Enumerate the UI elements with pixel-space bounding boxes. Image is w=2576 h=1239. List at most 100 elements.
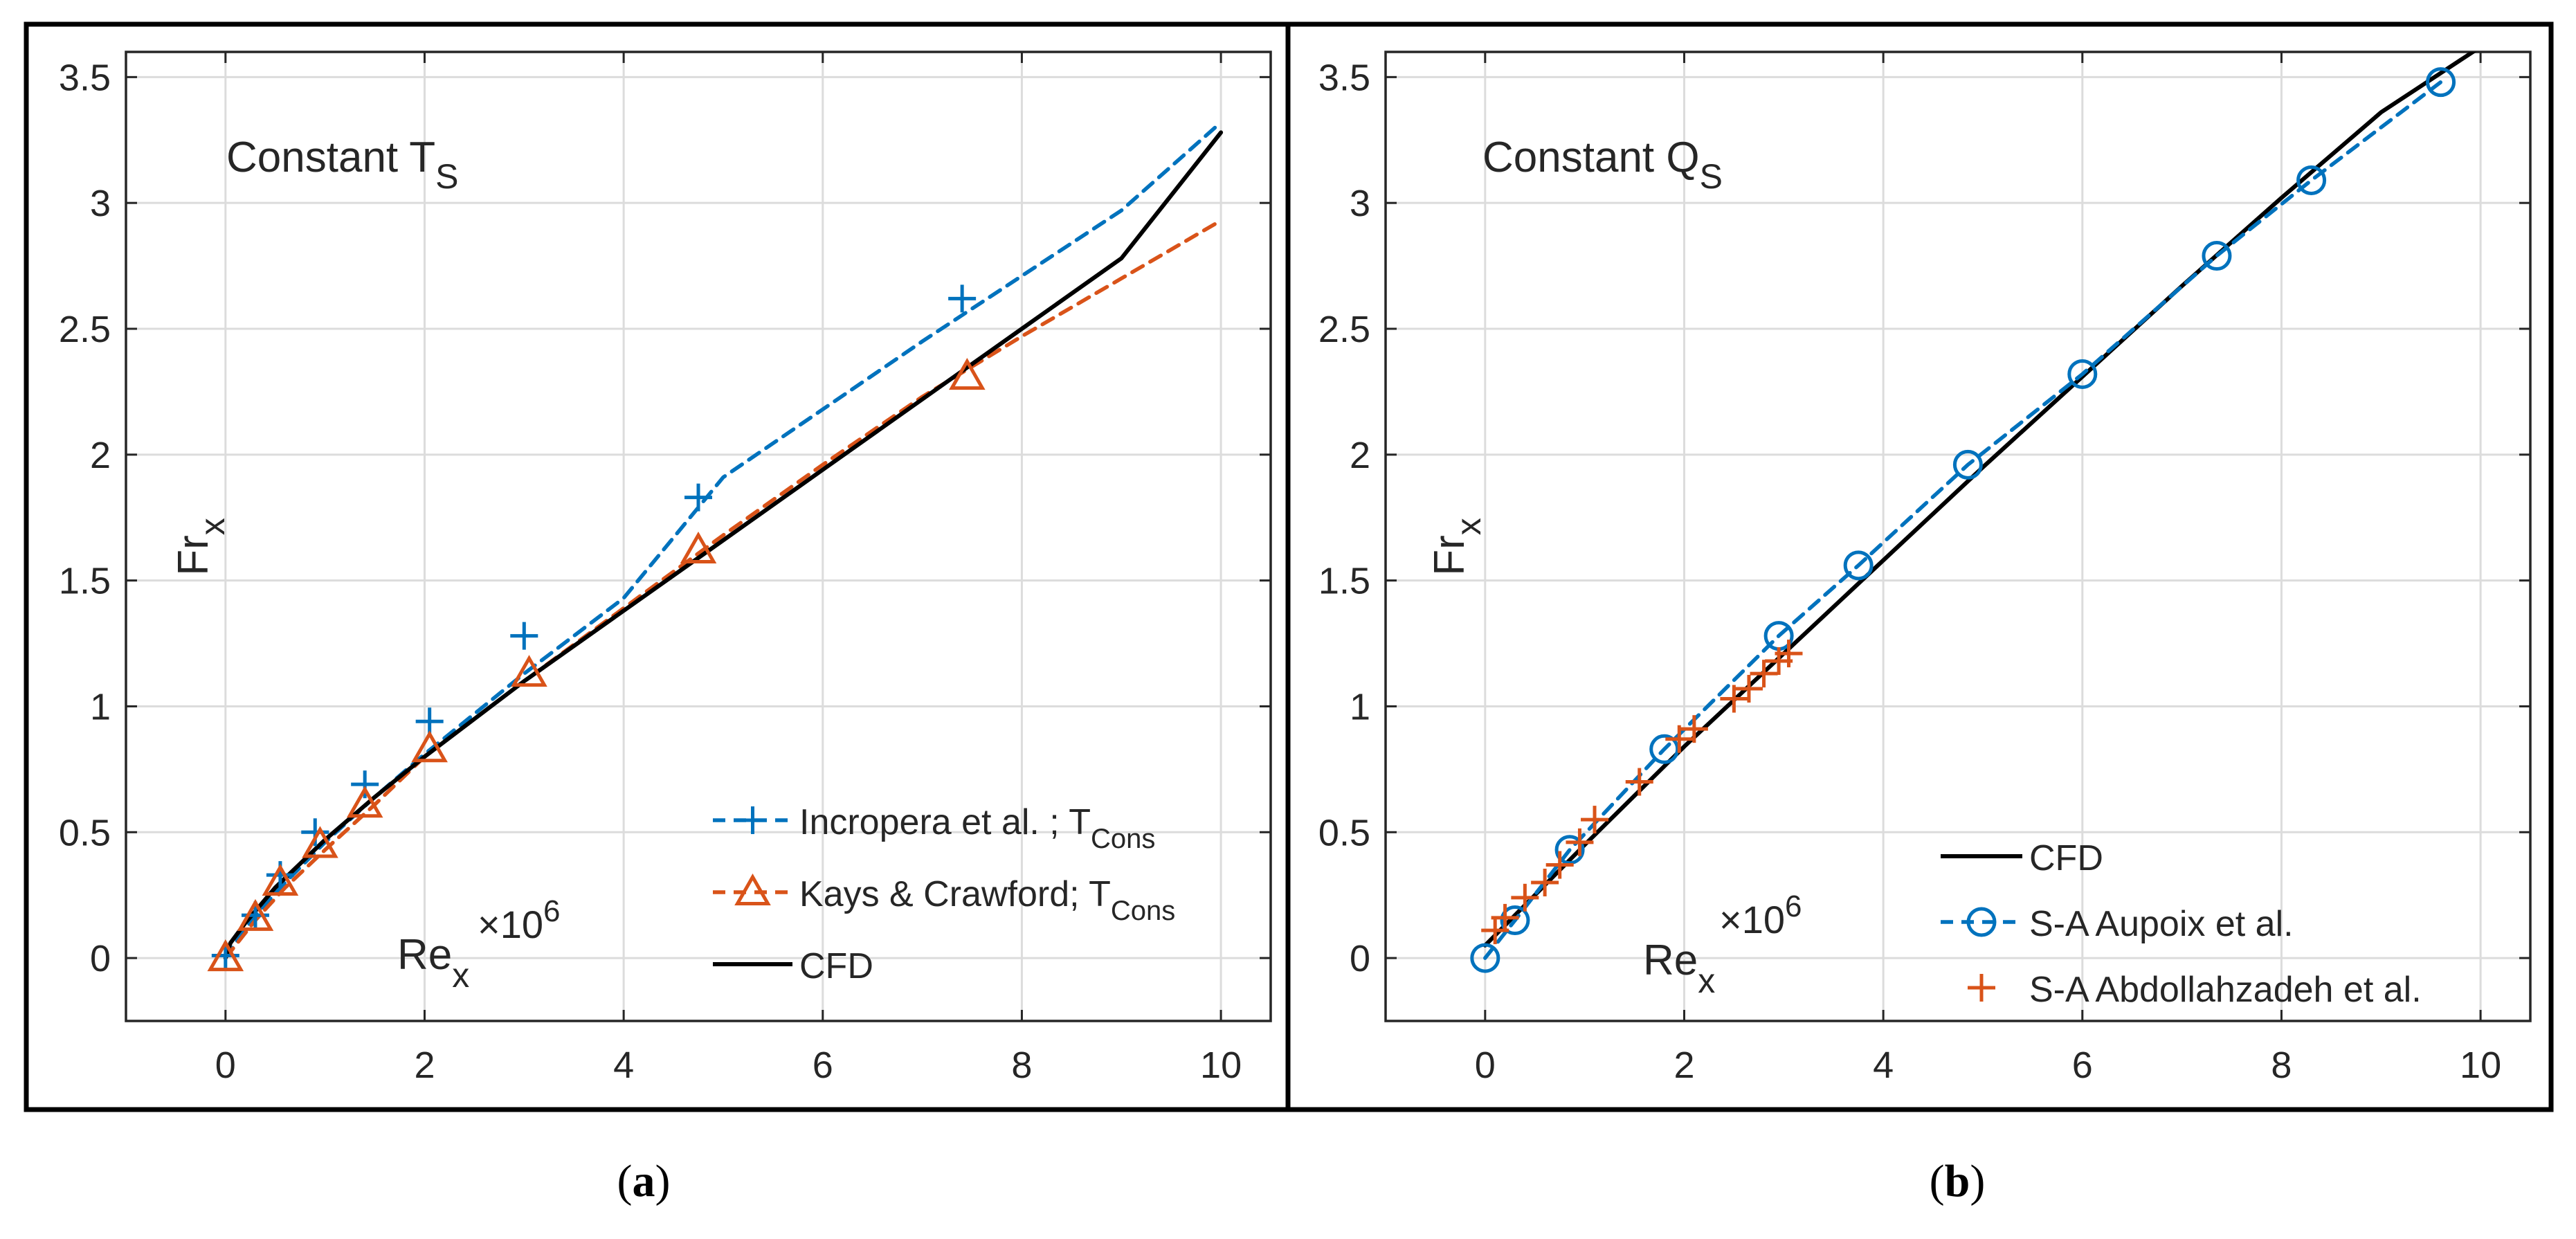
y-tick-label: 2.5 <box>59 309 111 350</box>
legend-label-cfd: CFD <box>2029 838 2103 878</box>
data-point-kays-crawford-t-cons <box>302 826 338 858</box>
legend-label-sub: Cons <box>1111 896 1175 926</box>
x-tick-label: 6 <box>2072 1044 2093 1086</box>
x-axis-multiplier: ×106 <box>478 894 560 946</box>
y-axis-label-main: Fr <box>170 535 217 576</box>
data-point-s-a-aupoix-et-al <box>2426 67 2456 98</box>
data-point-s-a-abdollahzadeh-et-al <box>1581 806 1609 834</box>
y-tick-label: 2 <box>90 435 111 476</box>
plot-area <box>1386 52 2530 1021</box>
data-point-s-a-abdollahzadeh-et-al <box>1680 715 1708 743</box>
legend-label-kays-crawford-t-cons: Kays & Crawford; TCons <box>799 874 1175 926</box>
y-tick-label: 0.5 <box>1318 812 1370 853</box>
x-tick-label: 4 <box>1873 1044 1894 1086</box>
y-tick-label: 0 <box>1350 938 1370 979</box>
x-tick-label: 8 <box>1011 1044 1032 1086</box>
legend-label-incropera-et-al-t-cons: Incropera et al. ; TCons <box>799 802 1155 854</box>
y-axis-label: Frx <box>170 518 232 576</box>
x-axis-label-sub: x <box>452 956 469 995</box>
x-axis-label-sub: x <box>1698 961 1715 1000</box>
data-point-kays-crawford-t-cons <box>346 786 383 818</box>
data-point-s-a-aupoix-et-al <box>1470 943 1500 973</box>
chart-title-main: Constant T <box>226 134 435 181</box>
x-tick-label: 0 <box>1475 1044 1496 1086</box>
x-tick-label: 2 <box>414 1044 435 1086</box>
legend-label-main: S-A Aupoix et al. <box>2029 904 2294 944</box>
data-point-s-a-abdollahzadeh-et-al <box>1511 883 1539 912</box>
x-axis-label: Rex <box>397 931 469 995</box>
x-axis-multiplier-main: ×10 <box>1719 898 1785 941</box>
data-point-s-a-aupoix-et-al <box>1843 550 1874 581</box>
caption-b: (b) <box>1930 1156 1986 1206</box>
data-point-s-a-abdollahzadeh-et-al <box>1531 869 1559 896</box>
data-point-kays-crawford-t-cons <box>680 531 717 563</box>
y-tick-label: 3.5 <box>1318 57 1370 98</box>
data-point-kays-crawford-t-cons <box>949 358 986 390</box>
x-axis-label: Rex <box>1643 937 1715 1000</box>
data-point-s-a-aupoix-et-al <box>1649 734 1680 764</box>
legend-label-sub: Cons <box>1091 824 1155 854</box>
data-point-s-a-aupoix-et-al <box>2202 241 2232 271</box>
x-axis-multiplier-exp: 6 <box>543 894 560 928</box>
data-point-s-a-abdollahzadeh-et-al <box>1720 685 1748 713</box>
data-point-incropera-et-al-t-cons <box>948 284 977 313</box>
data-point-incropera-et-al-t-cons <box>510 622 538 650</box>
y-tick-label: 2.5 <box>1318 309 1370 350</box>
chart-title-sub: S <box>435 157 458 196</box>
data-point-s-a-abdollahzadeh-et-al <box>1566 828 1594 856</box>
data-point-kays-crawford-t-cons <box>237 898 274 931</box>
axes-box <box>1384 51 2532 1022</box>
y-tick-label: 0.5 <box>59 812 111 853</box>
x-axis-multiplier: ×106 <box>1719 889 1802 941</box>
x-axis-label-main: Re <box>397 931 452 979</box>
data-point-s-a-aupoix-et-al <box>1554 835 1585 865</box>
y-tick-label: 1 <box>90 686 111 727</box>
x-axis-label-main: Re <box>1643 937 1698 984</box>
legend-label-cfd: CFD <box>799 946 873 986</box>
x-tick-label: 10 <box>2460 1044 2501 1086</box>
caption-a: (a) <box>617 1156 671 1206</box>
x-tick-label: 10 <box>1200 1044 1242 1086</box>
y-tick-label: 0 <box>90 938 111 979</box>
x-tick-label: 2 <box>1674 1044 1694 1086</box>
data-point-s-a-aupoix-et-al <box>1500 905 1530 936</box>
data-point-s-a-aupoix-et-al <box>1952 449 1983 480</box>
chart-title: Constant QS <box>1482 134 1723 196</box>
legend-label-main: Kays & Crawford; T <box>799 874 1111 914</box>
series-line-s-a-aupoix-et-al <box>1483 80 2443 960</box>
series-line-incropera-et-al-t-cons <box>224 120 1223 960</box>
y-axis-label-main: Fr <box>1426 535 1473 576</box>
y-tick-label: 3 <box>1350 183 1370 224</box>
axes-box <box>125 51 1272 1022</box>
data-point-kays-crawford-t-cons <box>511 655 547 687</box>
legend-label-main: CFD <box>799 946 873 986</box>
data-point-incropera-et-al-t-cons <box>351 770 379 799</box>
y-tick-label: 1.5 <box>1318 561 1370 602</box>
data-point-kays-crawford-t-cons <box>262 863 299 896</box>
data-point-s-a-abdollahzadeh-et-al <box>1665 725 1694 753</box>
x-tick-label: 8 <box>2271 1044 2292 1086</box>
data-point-s-a-abdollahzadeh-et-al <box>1545 851 1574 879</box>
legend-label-s-a-aupoix-et-al: S-A Aupoix et al. <box>2029 904 2294 944</box>
y-tick-label: 3.5 <box>59 57 111 98</box>
y-tick-label: 3 <box>90 183 111 224</box>
marker-layer <box>1470 67 2456 973</box>
legend: CFD S-A Aupoix et al. S-A Abdollahzadeh et… <box>1941 838 2422 1010</box>
data-point-incropera-et-al-t-cons <box>684 483 712 512</box>
y-axis-label-sub: x <box>1449 518 1488 535</box>
x-axis-multiplier-main: ×10 <box>478 903 543 946</box>
legend-label-main: S-A Abdollahzadeh et al. <box>2029 970 2422 1010</box>
data-point-s-a-abdollahzadeh-et-al <box>1734 675 1763 703</box>
data-point-kays-crawford-t-cons <box>207 939 244 972</box>
y-tick-label: 2 <box>1350 435 1370 476</box>
data-point-s-a-abdollahzadeh-et-al <box>1750 660 1778 688</box>
chart-title: Constant TS <box>226 134 459 196</box>
y-axis-label: Frx <box>1426 518 1488 576</box>
marker-layer <box>207 284 986 972</box>
data-point-s-a-abdollahzadeh-et-al <box>1491 903 1519 932</box>
legend-marker-kays-crawford-t-cons <box>734 873 771 905</box>
legend-marker-incropera-et-al-t-cons <box>738 806 767 834</box>
